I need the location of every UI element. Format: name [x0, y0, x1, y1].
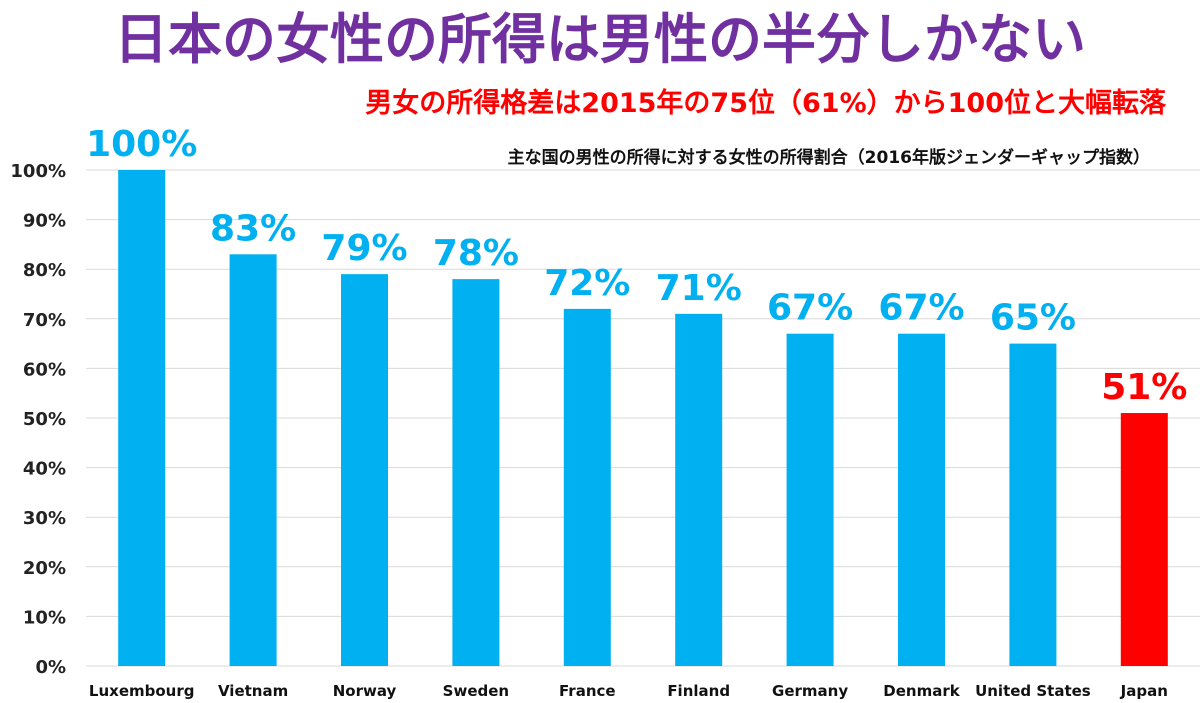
bar [786, 333, 834, 666]
data-label: 51% [1101, 367, 1187, 408]
data-label: 78% [433, 233, 519, 274]
chart-note: 主な国の男性の所得に対する女性の所得割合（2016年版ジェンダーギャップ指数） [507, 148, 1150, 168]
y-tick-label: 40% [23, 459, 66, 480]
bar [1009, 343, 1057, 666]
x-tick-label: Japan [1120, 682, 1168, 700]
y-tick-label: 90% [23, 211, 66, 232]
y-tick-label: 0% [35, 657, 66, 678]
bar [675, 313, 723, 666]
bar [452, 279, 500, 666]
x-tick-label: Germany [772, 682, 848, 700]
y-tick-label: 100% [10, 161, 66, 182]
x-tick-label: France [559, 682, 616, 700]
bar [341, 274, 388, 666]
x-axis: Luxembourg Vietnam Norway Sweden France Finla… [89, 682, 1168, 700]
x-tick-label: Sweden [443, 682, 509, 700]
x-tick-label: Luxembourg [89, 682, 195, 700]
y-tick-label: 60% [23, 359, 66, 380]
y-axis: 0% 10% 20% 30% 40% 50% 60% 70% 80% 90% 100% [10, 161, 66, 678]
y-tick-label: 50% [23, 409, 66, 430]
x-tick-label: Norway [333, 682, 397, 700]
chart-subtitle: 男女の所得格差は2015年の75位（61%）から100位と大幅転落 [365, 88, 1166, 119]
data-label: 100% [86, 124, 197, 165]
chart-title: 日本の女性の所得は男性の半分しかない [114, 8, 1086, 71]
bars [118, 170, 1168, 666]
data-label: 72% [544, 263, 630, 304]
y-tick-label: 70% [23, 310, 66, 331]
y-tick-label: 80% [23, 260, 66, 281]
y-tick-label: 30% [23, 508, 66, 529]
data-labels: 100% 83% 79% 78% 72% 71% 67% 67% 65% 51% [86, 124, 1187, 408]
bar [118, 170, 166, 666]
data-label: 67% [878, 288, 964, 329]
x-tick-label: Denmark [883, 682, 960, 700]
data-label: 67% [767, 288, 853, 329]
data-label: 65% [990, 298, 1076, 339]
bar [229, 254, 277, 666]
data-label: 71% [656, 268, 742, 309]
data-label: 83% [210, 208, 296, 249]
bar [1120, 413, 1168, 666]
x-tick-label: Vietnam [218, 682, 288, 700]
bar [563, 308, 611, 666]
y-tick-label: 20% [23, 558, 66, 579]
x-tick-label: Finland [667, 682, 730, 700]
x-tick-label: United States [975, 682, 1091, 700]
y-tick-label: 10% [23, 607, 66, 628]
bar [898, 333, 945, 666]
data-label: 79% [321, 228, 407, 269]
